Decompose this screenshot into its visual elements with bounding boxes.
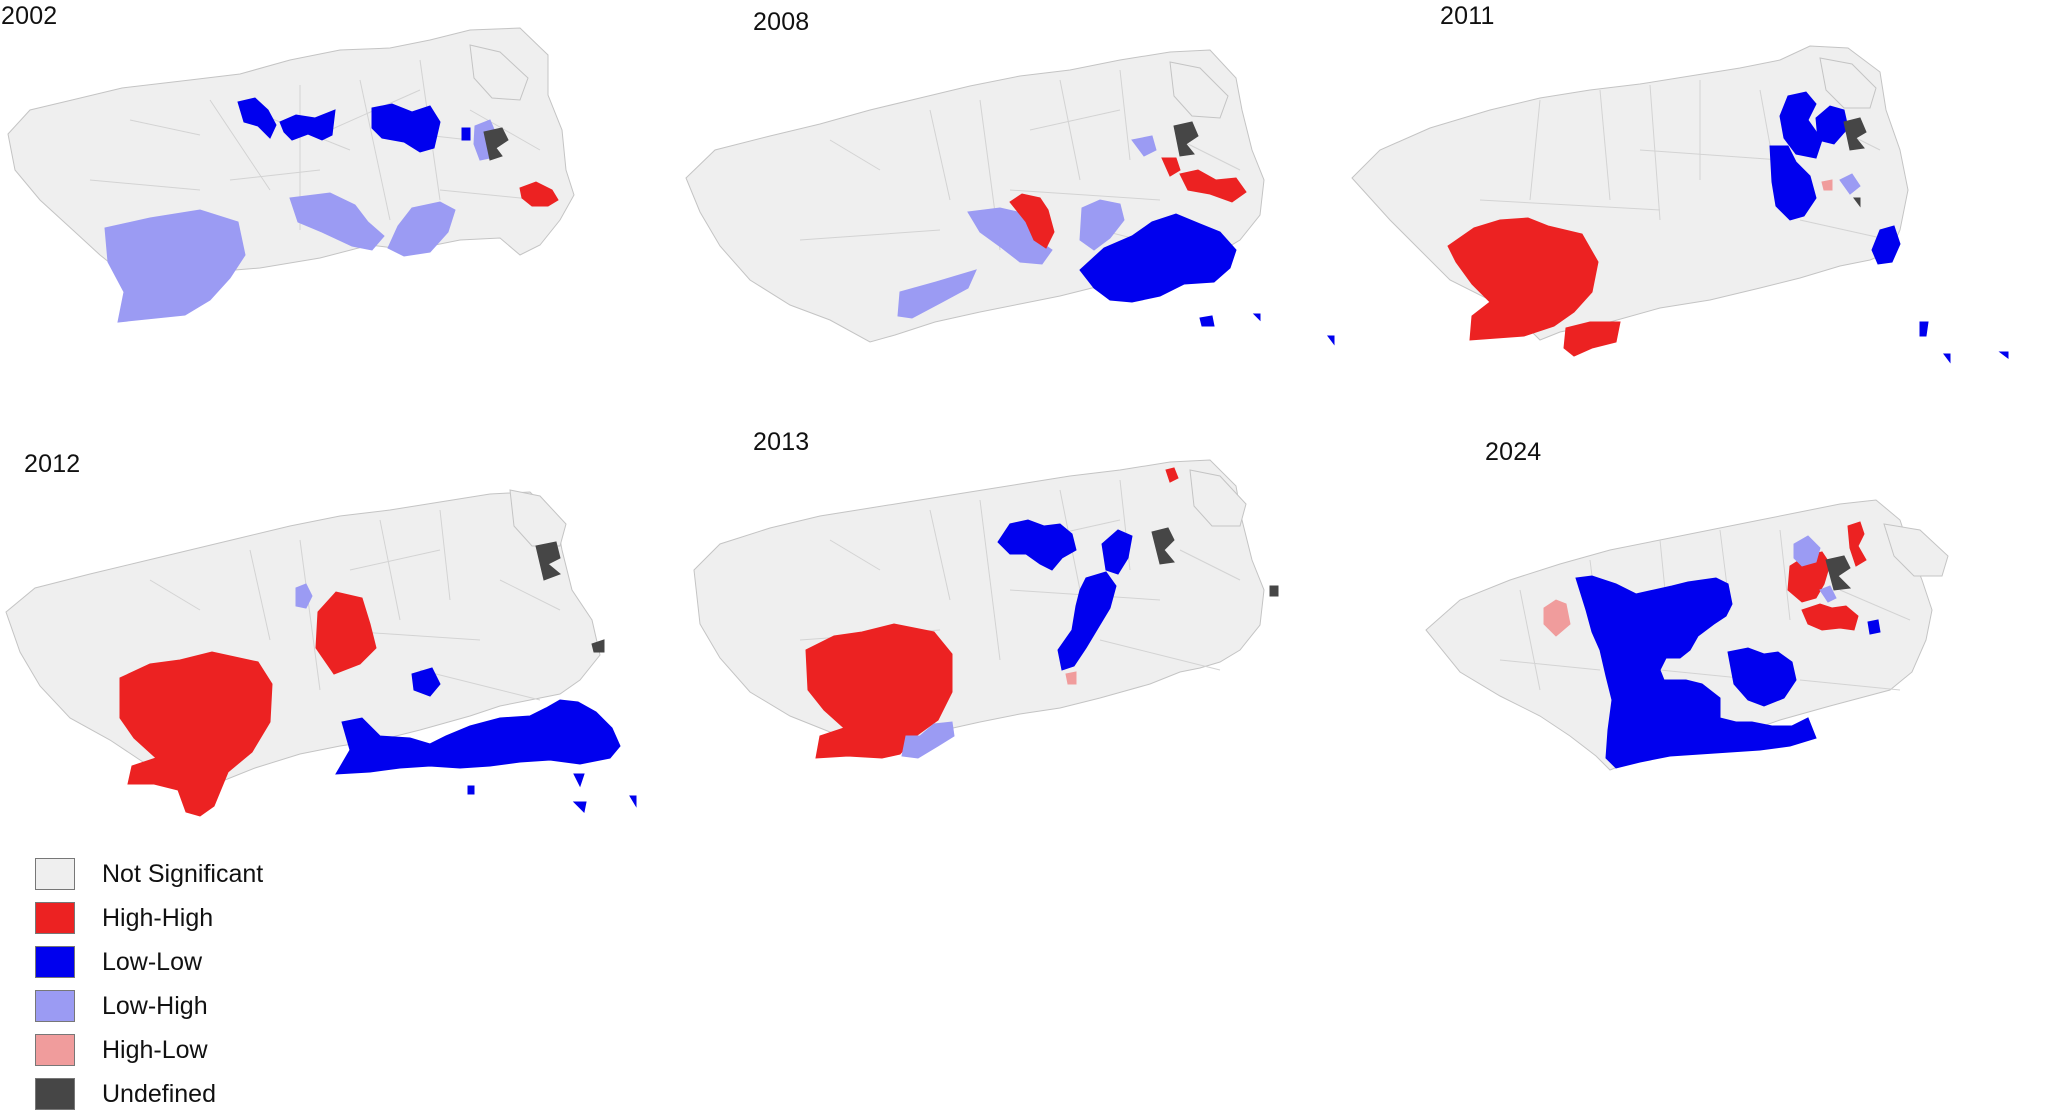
map-panel-2002: 2002 <box>0 0 660 420</box>
cluster-region <box>104 209 246 323</box>
legend-label: Not Significant <box>102 860 264 888</box>
cluster-region <box>237 97 277 139</box>
cluster-region <box>1079 199 1125 251</box>
cluster-region <box>1575 575 1817 769</box>
cluster-region <box>1101 529 1133 575</box>
city-base-map <box>693 459 1265 753</box>
city-base-map <box>685 49 1265 343</box>
cluster-region <box>897 269 977 319</box>
legend-item-undefined: Undefined <box>35 1078 295 1116</box>
cluster-region <box>519 181 559 207</box>
map-2011 <box>1351 45 2009 364</box>
cluster-region <box>1057 571 1117 671</box>
legend-label: Low-High <box>102 992 208 1020</box>
cluster-region <box>289 192 385 251</box>
legend-swatch <box>35 946 75 978</box>
cluster-regions <box>897 121 1335 346</box>
city-base-map <box>7 27 575 303</box>
legend-item-high-low: High-Low <box>35 1034 295 1072</box>
cluster-region <box>1079 213 1237 303</box>
cluster-region <box>335 699 621 775</box>
legend-label: High-High <box>102 904 214 932</box>
cluster-region <box>1447 217 1599 341</box>
legend-label: High-Low <box>102 1036 208 1064</box>
legend-swatch <box>35 858 75 890</box>
cluster-region <box>1161 157 1181 177</box>
cluster-region <box>1131 135 1157 157</box>
map-2013 <box>693 459 1279 759</box>
map-panel-2008: 2008 <box>680 0 1340 420</box>
cluster-region <box>967 207 1053 265</box>
cluster-regions <box>805 467 1279 759</box>
legend-item-low-high: Low-High <box>35 990 295 1028</box>
legend-swatch <box>35 990 75 1022</box>
cluster-regions <box>119 541 637 817</box>
cluster-region <box>1779 91 1823 159</box>
cluster-region <box>901 721 955 759</box>
cluster-region <box>1269 585 1279 597</box>
map-panel-2024: 2024 <box>1360 438 2020 860</box>
cluster-region <box>1793 535 1837 603</box>
legend-item-not-significant: Not Significant <box>35 858 295 896</box>
cluster-region <box>1843 117 1867 208</box>
cluster-region <box>315 591 377 675</box>
map-panel-2013: 2013 <box>680 428 1340 860</box>
cluster-region <box>1009 193 1055 249</box>
cluster-region <box>371 103 441 153</box>
cluster-region <box>1919 321 2009 364</box>
cluster-region <box>387 201 456 257</box>
legend-label: Low-Low <box>102 948 203 976</box>
cluster-region <box>535 541 605 653</box>
panel-year: 2011 <box>1440 2 1495 30</box>
cluster-region <box>1769 145 1817 221</box>
cluster-region <box>1543 599 1571 637</box>
cluster-region <box>1801 603 1859 631</box>
legend-item-high-high: High-High <box>35 902 295 940</box>
cluster-region <box>461 127 471 141</box>
cluster-region <box>1065 671 1077 685</box>
city-base-map <box>1351 45 1909 341</box>
map-2024 <box>1425 499 1949 771</box>
map-panel-2011: 2011 <box>1351 0 2020 420</box>
legend-label: Undefined <box>102 1080 216 1108</box>
cluster-region <box>1179 169 1247 203</box>
cluster-region <box>1151 527 1175 565</box>
cluster-region <box>1847 521 1867 567</box>
map-panel-2012: 2012 <box>0 440 660 860</box>
cluster-region <box>483 127 509 161</box>
map-2002 <box>7 27 575 323</box>
cluster-region <box>295 583 313 609</box>
cluster-region <box>1839 173 1861 195</box>
panel-year: 2013 <box>753 428 810 456</box>
panel-year: 2002 <box>1 2 58 30</box>
cluster-region <box>279 109 336 141</box>
cluster-region <box>997 519 1077 571</box>
cluster-region <box>1165 467 1179 483</box>
cluster-region <box>1727 647 1797 707</box>
cluster-region <box>1173 121 1199 157</box>
cluster-region <box>1563 321 1621 357</box>
cluster-region <box>1199 313 1335 346</box>
cluster-regions <box>104 97 559 323</box>
cluster-region <box>1821 179 1833 191</box>
cluster-region <box>411 667 441 697</box>
cluster-region <box>1867 619 1881 635</box>
cluster-regions <box>1447 91 2009 364</box>
map-2012 <box>5 489 637 817</box>
legend-swatch <box>35 902 75 934</box>
cluster-region <box>467 773 637 814</box>
cluster-region <box>119 651 273 817</box>
cluster-region <box>1825 555 1852 591</box>
panel-year: 2024 <box>1485 438 1542 466</box>
map-2008 <box>685 49 1335 346</box>
cluster-regions <box>1543 521 1881 769</box>
panel-year: 2012 <box>24 450 81 478</box>
cluster-region <box>1871 225 1901 265</box>
legend-item-low-low: Low-Low <box>35 946 295 984</box>
panel-year: 2008 <box>753 8 810 36</box>
legend-swatch <box>35 1078 75 1110</box>
legend-swatch <box>35 1034 75 1066</box>
